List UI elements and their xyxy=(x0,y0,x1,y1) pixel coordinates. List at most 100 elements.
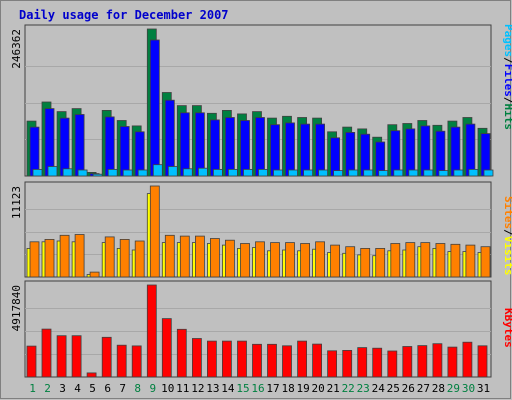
bar-kbytes-day-24 xyxy=(372,347,383,378)
legend-item: Pages xyxy=(502,24,512,57)
bar-pages-day-29 xyxy=(453,169,464,177)
bar-pages-day-13 xyxy=(212,168,223,177)
legend-item: / xyxy=(502,57,512,64)
bar-sites-day-4 xyxy=(74,234,85,278)
bar-kbytes-day-14 xyxy=(221,340,232,378)
legend-item: Sites xyxy=(502,196,512,229)
bar-pages-day-6 xyxy=(107,168,118,177)
bar-pages-day-7 xyxy=(122,169,133,177)
x-tick-label-day-27: 27 xyxy=(417,382,430,395)
bar-files-day-18 xyxy=(285,122,295,177)
bar-kbytes-day-6 xyxy=(101,336,112,378)
x-tick-label-day-17: 17 xyxy=(266,382,279,395)
bar-sites-day-8 xyxy=(134,240,145,278)
bar-kbytes-day-30 xyxy=(462,341,473,378)
bar-sites-day-25 xyxy=(390,243,401,278)
bar-pages-day-1 xyxy=(32,168,43,177)
bar-sites-day-20 xyxy=(315,241,326,278)
chart-title: Daily usage for December 2007 xyxy=(19,8,229,22)
bar-pages-day-25 xyxy=(393,169,404,177)
legend-panel-3: KBytes xyxy=(502,308,512,348)
bar-kbytes-day-27 xyxy=(417,345,428,378)
bar-sites-day-6 xyxy=(104,236,115,278)
legend-item: Visits xyxy=(502,236,512,276)
bar-sites-day-31 xyxy=(480,246,491,278)
bar-pages-day-11 xyxy=(182,168,193,177)
bar-sites-day-5 xyxy=(89,271,100,278)
bar-kbytes-day-31 xyxy=(477,345,488,378)
x-tick-label-day-18: 18 xyxy=(281,382,294,395)
bar-kbytes-day-2 xyxy=(41,328,52,378)
bar-sites-day-13 xyxy=(209,238,220,278)
bar-kbytes-day-13 xyxy=(206,340,217,378)
legend-item: Hits xyxy=(502,104,512,131)
x-tick-label-day-7: 7 xyxy=(119,382,126,395)
y-axis-max-label: 246362 xyxy=(10,29,23,69)
bar-pages-day-4 xyxy=(77,169,88,177)
bar-pages-day-10 xyxy=(167,166,178,177)
x-axis-day-labels: 1 2 3 4 5 6 7 8 9 10 11 12 13 14 15 16 17 18 19 20 21 22 23 24 2… xyxy=(29,382,490,395)
bar-pages-day-3 xyxy=(62,168,73,177)
x-tick-label-day-8: 8 xyxy=(134,382,141,395)
bar-pages-day-30 xyxy=(468,168,479,177)
x-tick-label-day-14: 14 xyxy=(221,382,235,395)
bar-sites-day-9 xyxy=(149,185,160,278)
bar-files-day-22 xyxy=(345,131,356,177)
legend-panel-1: Pages/Files/Hits xyxy=(502,24,512,130)
legend-item: Files xyxy=(502,64,512,97)
bar-sites-day-1 xyxy=(29,241,40,278)
bar-files-day-7 xyxy=(119,126,130,177)
x-tick-label-day-21: 21 xyxy=(327,382,340,395)
bar-sites-day-29 xyxy=(450,243,461,278)
bar-files-day-20 xyxy=(315,123,326,177)
bar-files-day-8 xyxy=(134,131,145,177)
x-tick-label-day-24: 24 xyxy=(372,382,386,395)
bar-kbytes-day-16 xyxy=(252,343,262,378)
bar-pages-day-22 xyxy=(348,169,359,177)
bar-pages-day-23 xyxy=(363,169,374,177)
x-tick-label-day-15: 15 xyxy=(236,382,249,395)
bar-sites-day-12 xyxy=(194,235,205,278)
bar-files-day-4 xyxy=(74,114,85,177)
bar-pages-day-8 xyxy=(137,169,148,177)
bar-pages-day-12 xyxy=(197,167,208,177)
x-tick-label-day-28: 28 xyxy=(432,382,445,395)
x-tick-label-day-19: 19 xyxy=(296,382,309,395)
x-tick-label-day-12: 12 xyxy=(191,382,204,395)
bar-pages-day-14 xyxy=(227,168,238,177)
bar-files-day-16 xyxy=(255,117,265,177)
panel-2: 11123 Sites/Visits xyxy=(10,181,512,278)
bar-sites-day-30 xyxy=(465,244,476,278)
bar-kbytes-day-12 xyxy=(191,338,202,378)
bar-sites-day-19 xyxy=(300,243,311,278)
bar-kbytes-day-28 xyxy=(432,343,443,378)
x-tick-label-day-23: 23 xyxy=(357,382,370,395)
bar-kbytes-day-11 xyxy=(176,328,187,378)
bar-sites-day-27 xyxy=(420,242,431,278)
bar-pages-day-21 xyxy=(333,170,344,177)
bar-sites-day-24 xyxy=(375,247,386,278)
bar-sites-day-22 xyxy=(345,246,356,278)
bar-files-day-11 xyxy=(179,112,190,177)
bar-pages-day-18 xyxy=(288,169,298,177)
bar-kbytes-day-5 xyxy=(86,372,97,378)
x-tick-label-day-10: 10 xyxy=(161,382,174,395)
bar-files-day-14 xyxy=(224,117,235,177)
bar-kbytes-day-1 xyxy=(26,345,37,378)
bar-kbytes-day-10 xyxy=(161,318,172,378)
bar-sites-day-21 xyxy=(330,244,341,278)
bar-sites-day-26 xyxy=(405,242,416,278)
bar-pages-day-2 xyxy=(47,166,58,177)
bar-files-day-15 xyxy=(240,120,250,177)
bar-pages-day-5 xyxy=(92,173,103,177)
bar-kbytes-day-19 xyxy=(297,340,308,378)
y-axis-max-label: 11123 xyxy=(10,186,23,219)
bar-kbytes-day-25 xyxy=(387,350,398,378)
bar-files-day-26 xyxy=(405,128,416,177)
bar-kbytes-day-21 xyxy=(327,350,338,378)
legend-panel-2: Sites/Visits xyxy=(502,196,512,276)
x-tick-label-day-30: 30 xyxy=(462,382,475,395)
x-tick-label-day-3: 3 xyxy=(59,382,66,395)
bar-files-day-3 xyxy=(59,117,70,177)
bar-sites-day-10 xyxy=(164,234,175,278)
